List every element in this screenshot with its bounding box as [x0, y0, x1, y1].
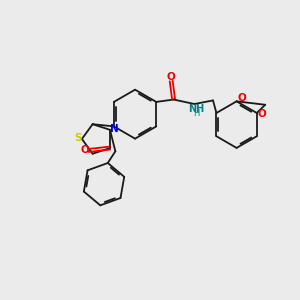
- Text: O: O: [257, 110, 266, 119]
- Text: N: N: [110, 124, 118, 134]
- Text: NH: NH: [188, 104, 204, 114]
- Text: O: O: [167, 72, 176, 82]
- Text: H: H: [193, 109, 199, 118]
- Text: S: S: [74, 134, 82, 143]
- Text: O: O: [237, 93, 246, 103]
- Text: O: O: [80, 146, 89, 155]
